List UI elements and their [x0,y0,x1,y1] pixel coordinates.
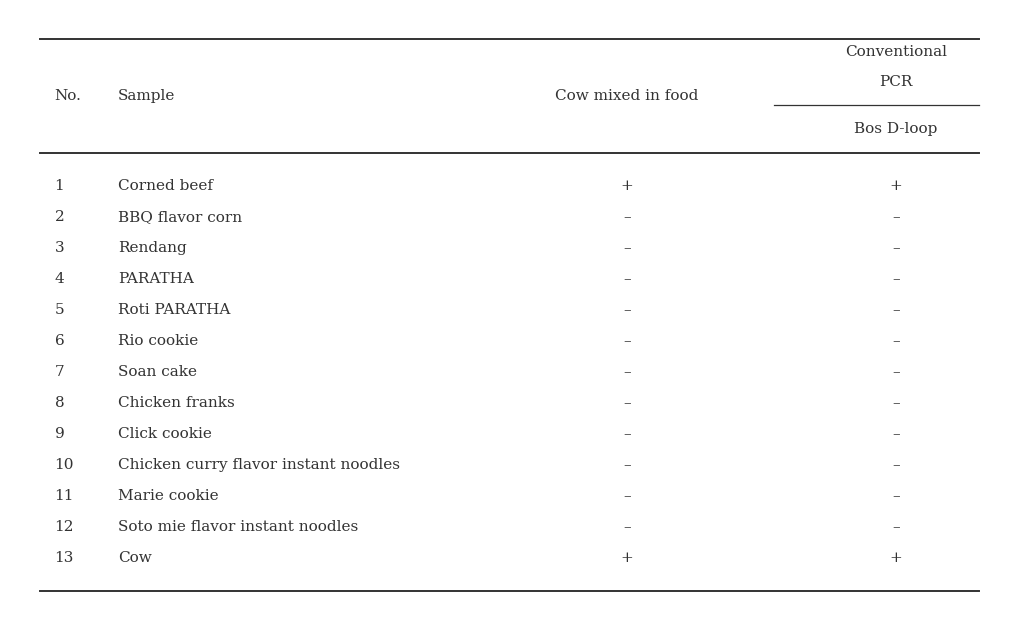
Text: 4: 4 [55,273,64,286]
Text: Sample: Sample [118,89,175,103]
Text: 9: 9 [55,427,64,442]
Text: Corned beef: Corned beef [118,179,213,193]
Text: –: – [623,273,631,286]
Text: –: – [892,427,900,442]
Text: BBQ flavor corn: BBQ flavor corn [118,211,243,224]
Text: –: – [892,365,900,379]
Text: Rio cookie: Rio cookie [118,334,199,348]
Text: –: – [623,489,631,504]
Text: 7: 7 [55,365,64,379]
Text: +: + [890,551,902,565]
Text: No.: No. [55,89,82,103]
Text: –: – [623,211,631,224]
Text: +: + [621,179,633,193]
Text: Chicken franks: Chicken franks [118,396,235,410]
Text: 13: 13 [55,551,74,565]
Text: –: – [623,520,631,534]
Text: 3: 3 [55,242,64,255]
Text: 1: 1 [55,179,64,193]
Text: Rendang: Rendang [118,242,186,255]
Text: –: – [892,458,900,473]
Text: Soan cake: Soan cake [118,365,198,379]
Text: 10: 10 [55,458,74,473]
Text: –: – [623,396,631,410]
Text: –: – [623,427,631,442]
Text: –: – [623,365,631,379]
Text: Conventional: Conventional [845,45,947,59]
Text: –: – [623,458,631,473]
Text: –: – [892,242,900,255]
Text: 5: 5 [55,303,64,317]
Text: Soto mie flavor instant noodles: Soto mie flavor instant noodles [118,520,359,534]
Text: –: – [623,303,631,317]
Text: PARATHA: PARATHA [118,273,194,286]
Text: –: – [892,489,900,504]
Text: –: – [892,273,900,286]
Text: +: + [890,179,902,193]
Text: 6: 6 [55,334,64,348]
Text: Cow: Cow [118,551,152,565]
Text: PCR: PCR [879,75,913,89]
Text: Roti PARATHA: Roti PARATHA [118,303,230,317]
Text: –: – [892,396,900,410]
Text: Bos D-loop: Bos D-loop [854,122,937,135]
Text: –: – [892,520,900,534]
Text: 12: 12 [55,520,74,534]
Text: Chicken curry flavor instant noodles: Chicken curry flavor instant noodles [118,458,400,473]
Text: 2: 2 [55,211,64,224]
Text: –: – [892,334,900,348]
Text: –: – [892,303,900,317]
Text: Cow mixed in food: Cow mixed in food [555,89,699,103]
Text: 11: 11 [55,489,74,504]
Text: –: – [892,211,900,224]
Text: 8: 8 [55,396,64,410]
Text: Marie cookie: Marie cookie [118,489,219,504]
Text: –: – [623,242,631,255]
Text: –: – [623,334,631,348]
Text: +: + [621,551,633,565]
Text: Click cookie: Click cookie [118,427,212,442]
